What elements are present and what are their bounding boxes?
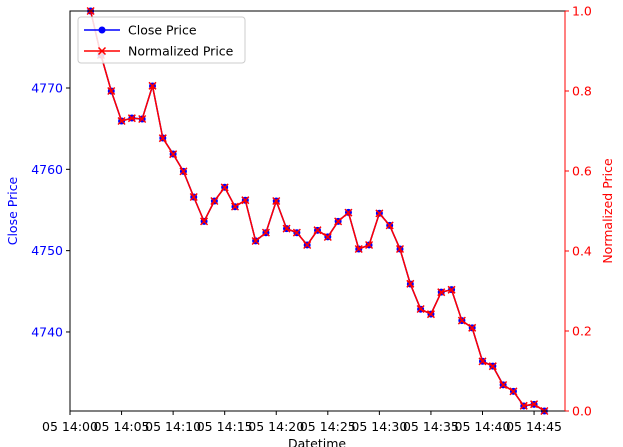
point-marker (509, 387, 518, 396)
point-marker (478, 357, 487, 366)
point-marker (189, 192, 198, 202)
x-tick-label: 05 14:05 (94, 419, 150, 434)
point-marker (313, 226, 322, 235)
point-marker (220, 183, 229, 192)
x-tick-label: 05 14:35 (403, 419, 459, 434)
legend-label: Close Price (128, 23, 197, 38)
point-marker (488, 362, 497, 371)
x-tick-label: 05 14:45 (506, 419, 562, 434)
x-tick-label: 05 14:25 (300, 419, 356, 434)
legend-marker (97, 46, 107, 56)
x-tick-label: 05 14:00 (42, 419, 98, 434)
point-marker (457, 316, 466, 325)
y2-tick-label: 0.2 (572, 324, 592, 339)
point-marker (169, 150, 178, 159)
y-tick-label: 4760 (31, 162, 63, 177)
series-line (89, 10, 545, 412)
point-marker (251, 236, 260, 246)
point-marker (365, 240, 374, 250)
point-marker (138, 114, 147, 124)
y2-tick-label: 1.0 (572, 4, 592, 19)
point-marker (107, 86, 116, 96)
x-tick-label: 05 14:20 (248, 419, 304, 434)
point-marker (447, 285, 456, 294)
point-marker (416, 304, 425, 314)
legend-label: Normalized Price (128, 44, 234, 59)
y-tick-label: 4770 (31, 81, 63, 96)
x-tick-label: 05 14:10 (145, 419, 201, 434)
point-marker (303, 240, 312, 250)
y-axis-label: Close Price (5, 176, 20, 245)
y2-axis-label: Normalized Price (600, 158, 615, 264)
point-marker (406, 279, 415, 288)
x-tick-label: 05 14:40 (455, 419, 511, 434)
point-marker (354, 244, 363, 254)
plot-frame (69, 10, 566, 412)
x-axis-label: Datetime (288, 436, 346, 447)
point-marker (375, 209, 384, 218)
point-marker (385, 221, 394, 230)
point-marker (344, 208, 353, 217)
point-marker (334, 217, 343, 226)
point-marker (519, 401, 528, 410)
point-marker (241, 196, 250, 205)
y2-tick-label: 0.8 (572, 84, 592, 99)
point-marker (117, 116, 126, 126)
x-tick-label: 05 14:15 (197, 419, 253, 434)
y2-tick-label: 0.6 (572, 164, 592, 179)
series-line (89, 10, 545, 412)
point-marker (158, 134, 167, 143)
point-marker (292, 228, 301, 237)
point-marker (468, 323, 477, 332)
point-marker (179, 167, 188, 176)
point-marker (395, 244, 405, 254)
point-marker (210, 196, 219, 206)
point-marker (282, 224, 291, 233)
y-tick-label: 4750 (31, 243, 63, 258)
point-marker (323, 232, 332, 242)
point-marker (437, 288, 446, 297)
y2-tick-label: 0.0 (572, 404, 592, 419)
point-marker (200, 217, 209, 226)
point-marker (127, 114, 136, 123)
y-tick-label: 4740 (31, 324, 63, 339)
y2-tick-label: 0.4 (572, 244, 592, 259)
chart-title: Close Price and Normalized Price (202, 0, 432, 2)
point-marker (272, 196, 281, 206)
point-marker (530, 400, 539, 409)
point-marker (261, 228, 270, 237)
x-tick-label: 05 14:30 (351, 419, 407, 434)
point-marker (499, 380, 508, 390)
point-marker (230, 202, 240, 211)
legend-marker (98, 26, 106, 34)
point-marker (426, 310, 435, 319)
point-marker (148, 81, 157, 90)
